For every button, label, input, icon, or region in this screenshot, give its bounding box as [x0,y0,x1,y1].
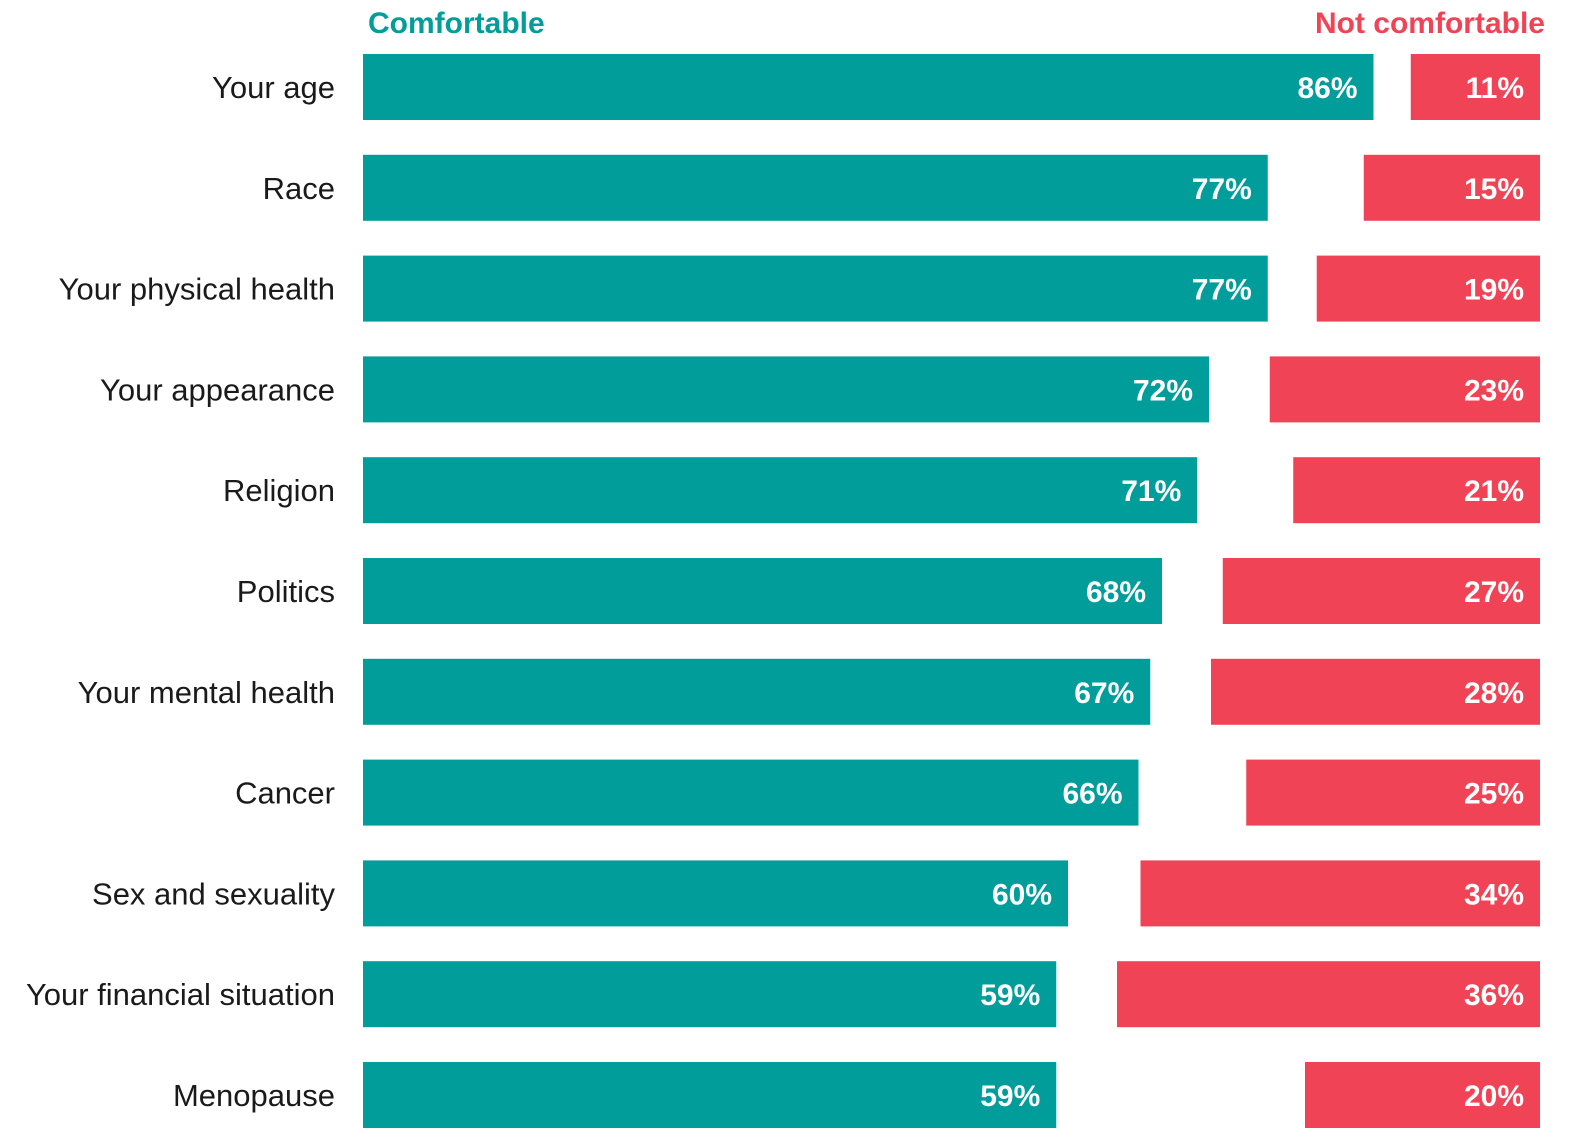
category-label: Your mental health [78,675,335,710]
bar-comfortable [363,154,1268,221]
category-label: Politics [237,574,335,609]
value-label-comfortable: 60% [992,878,1052,911]
bar-not-comfortable [1140,860,1540,927]
value-label-not-comfortable: 28% [1464,677,1524,710]
bar-comfortable [363,356,1209,423]
value-label-comfortable: 59% [980,979,1040,1012]
value-label-comfortable: 77% [1192,274,1252,307]
value-label-comfortable: 66% [1062,778,1122,811]
bar-comfortable [363,961,1057,1028]
category-label: Sex and sexuality [92,876,335,911]
bar-comfortable [363,658,1151,725]
category-label: Your physical health [59,272,335,307]
value-label-not-comfortable: 23% [1464,374,1524,407]
value-label-comfortable: 71% [1121,475,1181,508]
value-label-comfortable: 68% [1086,576,1146,609]
value-label-comfortable: 86% [1297,72,1357,105]
bar-not-comfortable [1222,558,1540,624]
bar-not-comfortable [1246,759,1540,826]
value-label-comfortable: 72% [1133,374,1193,407]
bar-comfortable [363,1062,1057,1128]
legend-not-comfortable: Not comfortable [1315,7,1545,40]
bar-not-comfortable [1316,255,1540,322]
value-label-not-comfortable: 15% [1464,173,1524,206]
bar-not-comfortable [1363,154,1540,221]
bar-comfortable [363,558,1162,624]
value-label-not-comfortable: 34% [1464,878,1524,911]
value-label-not-comfortable: 19% [1464,274,1524,307]
bar-not-comfortable [1293,457,1540,524]
bar-not-comfortable [1269,356,1540,423]
value-label-not-comfortable: 27% [1464,576,1524,609]
category-label: Your appearance [100,372,335,407]
value-label-comfortable: 67% [1074,677,1134,710]
value-label-not-comfortable: 20% [1464,1080,1524,1113]
category-label: Menopause [173,1078,335,1113]
bar-not-comfortable [1211,658,1540,725]
value-label-comfortable: 77% [1192,173,1252,206]
category-label: Cancer [235,776,335,811]
value-label-not-comfortable: 25% [1464,778,1524,811]
bar-rows: Your age 86% 11% Race 77% 15% Your physical he… [26,54,1540,1128]
category-label: Race [263,171,335,206]
bar-not-comfortable [1117,961,1540,1028]
category-label: Your financial situation [26,977,335,1012]
value-label-not-comfortable: 11% [1466,72,1524,105]
value-label-not-comfortable: 36% [1464,979,1524,1012]
bar-comfortable [363,54,1374,120]
value-label-comfortable: 59% [980,1080,1040,1113]
bar-comfortable [363,860,1068,927]
value-label-not-comfortable: 21% [1464,475,1524,508]
category-label: Religion [223,473,335,508]
legend-comfortable: Comfortable [368,7,545,40]
bar-comfortable [363,759,1139,826]
bar-not-comfortable [1410,54,1540,120]
bar-comfortable [363,457,1198,524]
bar-comfortable [363,255,1268,322]
bar-not-comfortable [1305,1062,1540,1128]
category-label: Your age [212,70,335,105]
